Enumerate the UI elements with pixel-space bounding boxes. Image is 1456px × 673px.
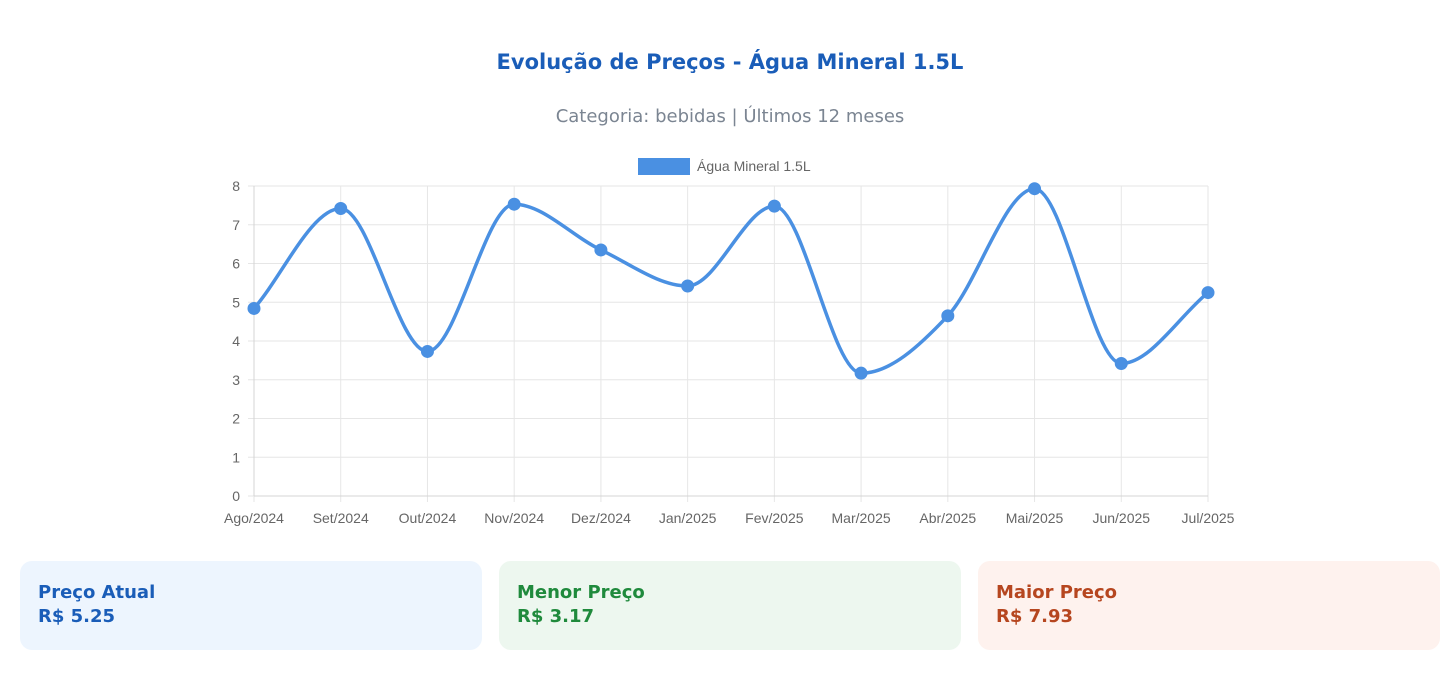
x-tick-label: Fev/2025 bbox=[745, 510, 804, 526]
price-line-chart: 0 1 2 3 4 5 6 7 8 Ago/2024 Set/2024 Out/2024 Nov/202… bbox=[224, 158, 1235, 526]
min-price-card: Menor Preço R$ 3.17 bbox=[499, 561, 961, 650]
legend: Água Mineral 1.5L bbox=[638, 158, 811, 175]
data-point-dez-2024[interactable] bbox=[594, 243, 608, 257]
y-tick-label: 2 bbox=[232, 411, 240, 427]
y-tick-label: 4 bbox=[232, 333, 240, 349]
x-tick-label: Ago/2024 bbox=[224, 510, 284, 526]
data-point-jun-2025[interactable] bbox=[1114, 356, 1128, 370]
y-tick-label: 8 bbox=[232, 178, 240, 194]
x-tick-label: Jan/2025 bbox=[659, 510, 717, 526]
data-point-mai-2025[interactable] bbox=[1028, 182, 1042, 196]
current-price-card: Preço Atual R$ 5.25 bbox=[20, 561, 482, 650]
legend-swatch bbox=[638, 158, 690, 175]
data-point-mar-2025[interactable] bbox=[854, 366, 868, 380]
chart-subtitle: Categoria: bebidas | Últimos 12 meses bbox=[555, 106, 905, 127]
x-tick-label: Jul/2025 bbox=[1182, 510, 1235, 526]
y-tick-label: 1 bbox=[232, 449, 240, 465]
series bbox=[247, 182, 1215, 380]
max-price-value: R$ 7.93 bbox=[996, 606, 1074, 627]
data-point-out-2024[interactable] bbox=[420, 344, 434, 358]
x-tick-label: Mar/2025 bbox=[832, 510, 891, 526]
chart-title: Evolução de Preços - Água Mineral 1.5L bbox=[496, 50, 964, 74]
legend-label: Água Mineral 1.5L bbox=[697, 158, 811, 174]
current-price-label: Preço Atual bbox=[38, 582, 156, 603]
x-tick-label: Dez/2024 bbox=[571, 510, 631, 526]
data-point-jan-2025[interactable] bbox=[681, 279, 695, 293]
x-tick-label: Nov/2024 bbox=[484, 510, 544, 526]
max-price-card: Maior Preço R$ 7.93 bbox=[978, 561, 1440, 650]
y-tick-label: 0 bbox=[232, 488, 240, 504]
data-point-fev-2025[interactable] bbox=[767, 199, 781, 213]
y-tick-label: 7 bbox=[232, 217, 240, 233]
x-tick-label: Out/2024 bbox=[399, 510, 457, 526]
min-price-label: Menor Preço bbox=[517, 582, 645, 603]
min-price-value: R$ 3.17 bbox=[517, 606, 595, 627]
max-price-label: Maior Preço bbox=[996, 582, 1118, 603]
data-point-abr-2025[interactable] bbox=[941, 309, 955, 323]
data-point-ago-2024[interactable] bbox=[247, 301, 261, 315]
data-point-nov-2024[interactable] bbox=[507, 197, 521, 211]
x-tick-label: Set/2024 bbox=[313, 510, 369, 526]
data-point-set-2024[interactable] bbox=[334, 201, 348, 215]
x-tick-label: Abr/2025 bbox=[919, 510, 976, 526]
y-tick-label: 3 bbox=[232, 372, 240, 388]
axes: 0 1 2 3 4 5 6 7 8 Ago/2024 Set/2024 Out/2024 Nov/202… bbox=[224, 178, 1235, 526]
x-tick-label: Jun/2025 bbox=[1092, 510, 1150, 526]
current-price-value: R$ 5.25 bbox=[38, 606, 116, 627]
data-point-jul-2025[interactable] bbox=[1201, 286, 1215, 300]
x-tick-label: Mai/2025 bbox=[1006, 510, 1064, 526]
series-line bbox=[252, 186, 1210, 375]
y-tick-label: 6 bbox=[232, 256, 240, 272]
y-tick-label: 5 bbox=[232, 294, 240, 310]
